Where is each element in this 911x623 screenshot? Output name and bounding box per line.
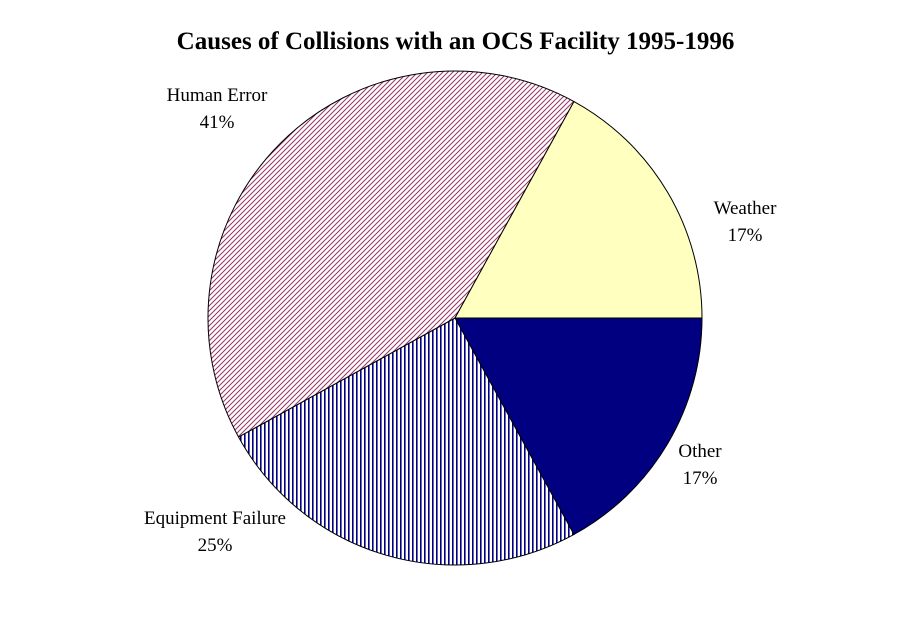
slice-label-weather-pct: 17% [727, 225, 763, 246]
slice-label-human-error-name: Human Error [166, 85, 268, 106]
pie-slice-weather [454, 100, 703, 319]
pie-slice-equipment-failure [237, 317, 575, 566]
slice-label-equipment-failure-name: Equipment Failure [144, 508, 286, 529]
slice-label-weather: Weather 17% [690, 195, 800, 249]
slice-label-weather-name: Weather [713, 198, 777, 219]
slice-label-other-pct: 17% [682, 468, 718, 489]
pie-slice-human-error [207, 70, 575, 438]
slice-label-other: Other 17% [650, 438, 750, 492]
pie-slice-other [454, 317, 703, 536]
slice-label-equipment-failure-pct: 25% [197, 535, 233, 556]
chart-title: Causes of Collisions with an OCS Facilit… [176, 28, 735, 55]
pie-slices [207, 70, 703, 566]
slice-label-other-name: Other [678, 441, 722, 462]
slice-label-human-error-pct: 41% [199, 112, 235, 133]
slice-label-equipment-failure: Equipment Failure 25% [120, 505, 310, 559]
slice-label-human-error: Human Error 41% [152, 82, 282, 136]
